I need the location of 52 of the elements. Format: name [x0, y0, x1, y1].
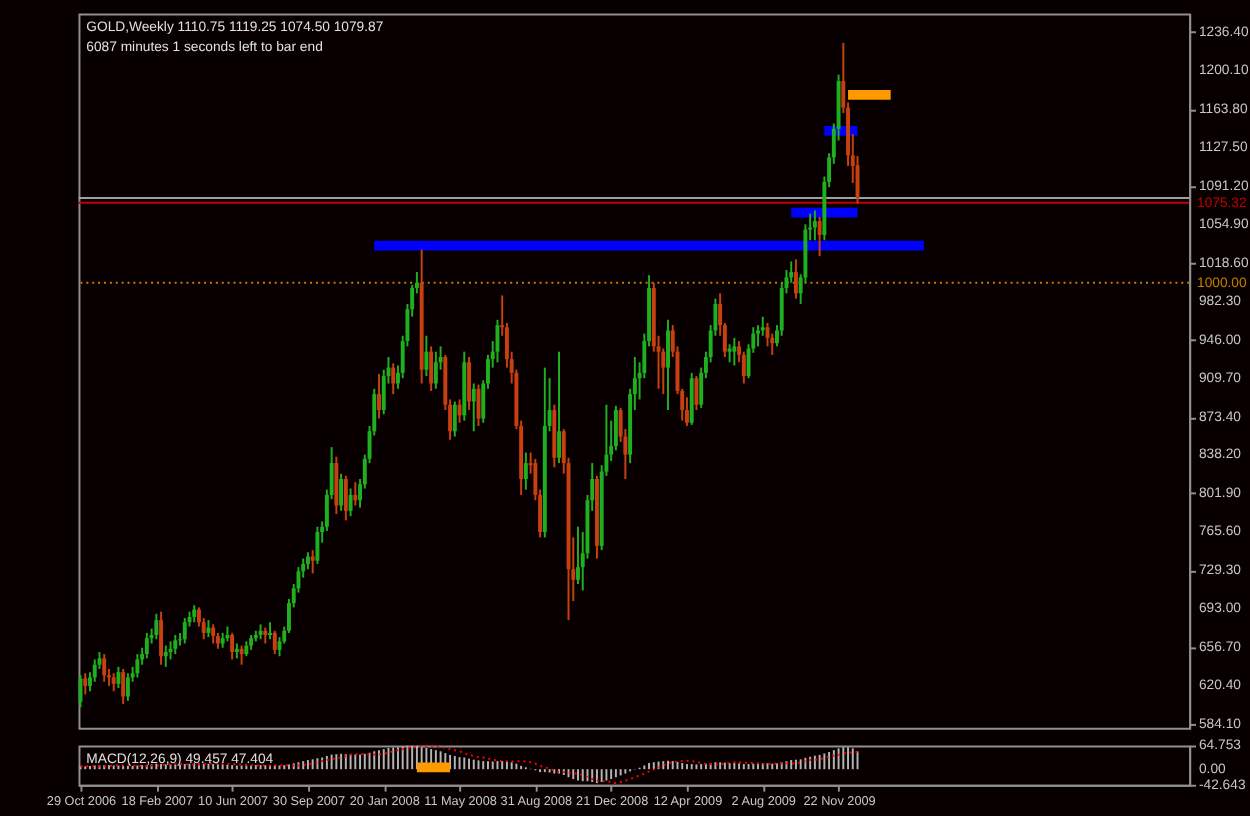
candlestick	[353, 481, 358, 507]
candlestick	[173, 634, 178, 656]
candlestick	[523, 451, 528, 491]
candlestick	[793, 258, 798, 300]
candlestick	[689, 371, 694, 426]
candlestick	[182, 617, 187, 645]
candlestick	[756, 324, 760, 348]
candlestick	[154, 612, 159, 641]
candlestick	[429, 345, 434, 392]
candlestick	[467, 355, 471, 412]
candlestick	[495, 318, 500, 364]
candlestick	[424, 334, 429, 378]
candlestick	[111, 672, 116, 693]
candlestick	[144, 631, 149, 660]
candlestick	[552, 403, 557, 469]
candlestick	[348, 487, 353, 518]
candlestick	[163, 644, 168, 668]
candlestick	[159, 610, 164, 666]
candlestick	[727, 343, 732, 364]
candlestick	[339, 472, 344, 512]
candlestick	[557, 350, 561, 465]
candlestick	[268, 621, 272, 641]
candlestick	[125, 672, 130, 702]
candlestick	[102, 653, 107, 683]
candlestick	[817, 215, 822, 258]
candlestick	[812, 209, 817, 242]
candlestick	[121, 667, 126, 705]
candlestick	[343, 474, 348, 522]
candlestick	[310, 549, 315, 575]
candlestick	[83, 672, 88, 696]
candlestick	[168, 640, 173, 661]
candlestick	[377, 372, 381, 420]
candlestick	[211, 623, 216, 645]
candlestick	[452, 400, 457, 438]
candlestick	[239, 644, 244, 666]
candlestick	[272, 629, 277, 656]
candlestick	[457, 398, 462, 424]
candlestick	[694, 375, 699, 412]
candlestick	[433, 350, 438, 390]
candlestick	[135, 653, 140, 679]
candlestick	[230, 631, 235, 661]
candlestick	[685, 396, 689, 427]
candlestick	[666, 318, 670, 412]
candlestick	[471, 382, 476, 433]
candlestick	[334, 455, 339, 516]
candlestick	[391, 362, 396, 396]
candlestick	[315, 525, 320, 565]
candlestick	[576, 525, 580, 586]
candlestick	[732, 336, 737, 367]
candlestick	[92, 658, 97, 683]
line-series	[79, 744, 859, 785]
candlestick	[116, 665, 121, 690]
